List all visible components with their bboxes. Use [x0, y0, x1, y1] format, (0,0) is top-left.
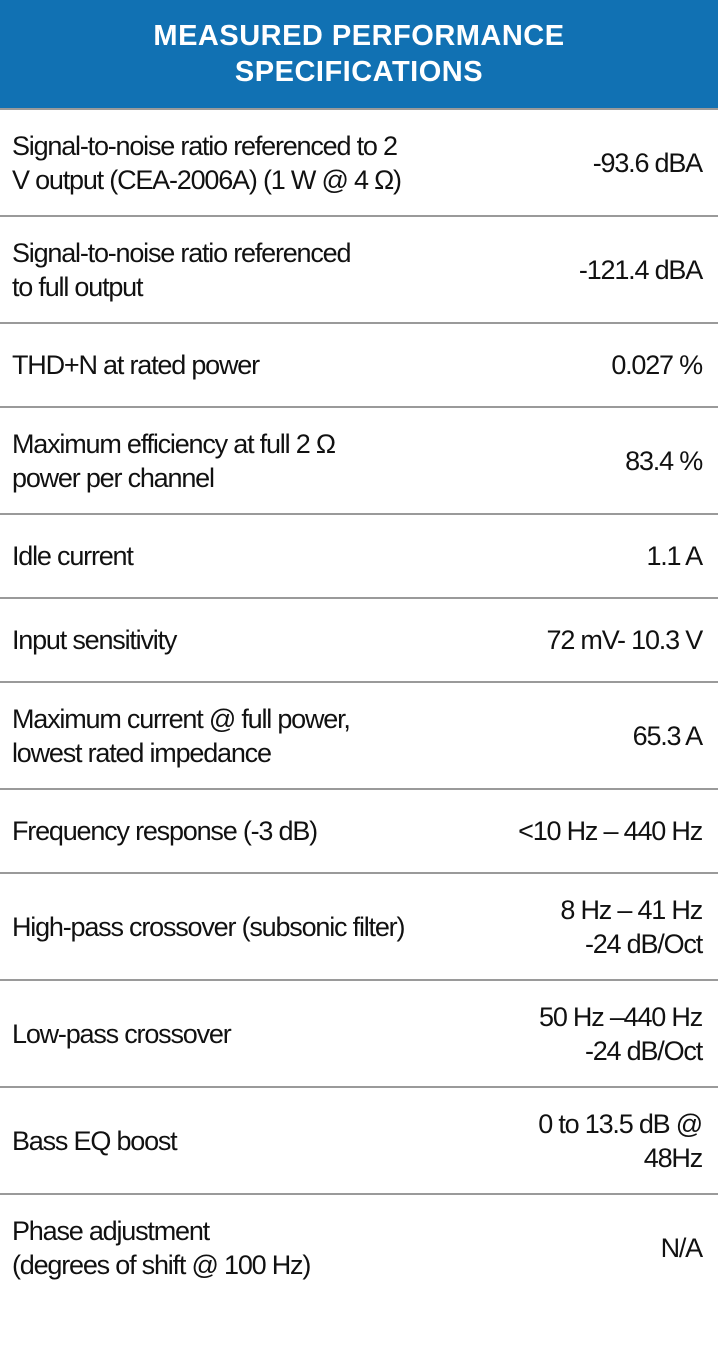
label-line: power per channel	[12, 462, 215, 493]
value-line: 65.3 A	[632, 720, 704, 751]
spec-value: 50 Hz –440 Hz -24 dB/Oct	[539, 1000, 703, 1068]
spec-label: THD+N at rated power	[12, 348, 260, 382]
spec-value: N/A	[660, 1231, 704, 1265]
spec-value: 1.1 A	[646, 539, 703, 573]
value-line: 50 Hz –440 Hz	[539, 1001, 703, 1032]
spec-value: 0 to 13.5 dB @48Hz	[538, 1107, 703, 1175]
spec-label: Phase adjustment (degrees of shift @ 100 …	[12, 1214, 311, 1282]
spec-label: Low-pass crossover	[12, 1017, 232, 1051]
header-title-line: SPECIFICATIONS	[234, 56, 484, 88]
value-line: 1.1 A	[646, 541, 703, 571]
spec-label: High-pass crossover (subsonic filter)	[12, 910, 405, 944]
spec-value: -121.4 dBA	[578, 253, 703, 287]
spec-row: Maximum current @ full power, lowest rate…	[0, 681, 718, 788]
value-line: -93.6 dBA	[592, 147, 703, 178]
header-title-line: MEASURED PERFORMANCE	[153, 20, 565, 52]
label-line: Bass EQ boost	[12, 1125, 178, 1156]
label-line: Signal-to-noise ratio referenced to 2	[12, 130, 398, 161]
spec-row: Low-pass crossover 50 Hz –440 Hz -24 dB/Oc…	[0, 979, 718, 1086]
spec-label: Signal-to-noise ratio referenced to full …	[12, 236, 352, 304]
label-line: Maximum efficiency at full 2 Ω	[12, 428, 336, 459]
value-line: 0 to 13.5 dB @	[538, 1108, 703, 1139]
value-line: 8 Hz – 41 Hz	[560, 894, 703, 925]
value-line: 83.4 %	[625, 445, 703, 476]
value-line: -24 dB/Oct	[584, 928, 703, 959]
spec-value: 72 mV- 10.3 V	[546, 623, 704, 657]
spec-row: Idle current 1.1 A	[0, 513, 718, 597]
label-line: Frequency response (-3 dB)	[12, 816, 318, 846]
value-line: <10 Hz – 440 Hz	[518, 816, 703, 846]
spec-value: 83.4 %	[625, 444, 703, 478]
spec-row: THD+N at rated power 0.027 %	[0, 322, 718, 406]
label-line: Maximum current @ full power,	[12, 703, 351, 734]
label-line: Idle current	[12, 541, 134, 571]
label-line: V output (CEA-2006A) (1 W @ 4 Ω)	[12, 164, 402, 195]
value-line: 48Hz	[643, 1142, 703, 1173]
spec-label: Idle current	[12, 539, 134, 573]
label-line: Phase adjustment	[12, 1215, 210, 1246]
spec-value: 0.027 %	[611, 348, 703, 382]
spec-row: Signal-to-noise ratio referenced to full …	[0, 215, 718, 322]
spec-label: Bass EQ boost	[12, 1124, 178, 1158]
spec-label: Maximum current @ full power, lowest rate…	[12, 702, 351, 770]
value-line: -24 dB/Oct	[584, 1035, 703, 1066]
spec-row: Frequency response (-3 dB) <10 Hz – 440 H…	[0, 788, 718, 872]
spec-label: Frequency response (-3 dB)	[12, 814, 318, 848]
label-line: lowest rated impedance	[12, 737, 272, 768]
spec-row: High-pass crossover (subsonic filter) 8 H…	[0, 872, 718, 979]
label-line: High-pass crossover (subsonic filter)	[12, 911, 405, 942]
spec-value: -93.6 dBA	[592, 146, 703, 180]
spec-row: Phase adjustment (degrees of shift @ 100 …	[0, 1193, 718, 1300]
header: MEASURED PERFORMANCE SPECIFICATIONS	[0, 0, 718, 108]
label-line: THD+N at rated power	[12, 350, 260, 380]
value-line: 72 mV- 10.3 V	[546, 625, 704, 655]
spec-value: 8 Hz – 41 Hz -24 dB/Oct	[560, 893, 703, 961]
label-line: Input sensitivity	[12, 625, 177, 655]
value-line: N/A	[660, 1232, 704, 1263]
spec-label: Input sensitivity	[12, 623, 177, 657]
label-line: (degrees of shift @ 100 Hz)	[12, 1249, 311, 1280]
spec-row: Bass EQ boost 0 to 13.5 dB @48Hz	[0, 1086, 718, 1193]
value-line: 0.027 %	[611, 350, 703, 380]
spec-row: Input sensitivity 72 mV- 10.3 V	[0, 597, 718, 681]
spec-value: 65.3 A	[632, 719, 704, 753]
value-line: -121.4 dBA	[578, 254, 703, 285]
label-line: Low-pass crossover	[12, 1018, 232, 1049]
spec-value: <10 Hz – 440 Hz	[518, 814, 703, 848]
label-line: to full output	[12, 271, 144, 302]
label-line: Signal-to-noise ratio referenced	[12, 237, 352, 268]
